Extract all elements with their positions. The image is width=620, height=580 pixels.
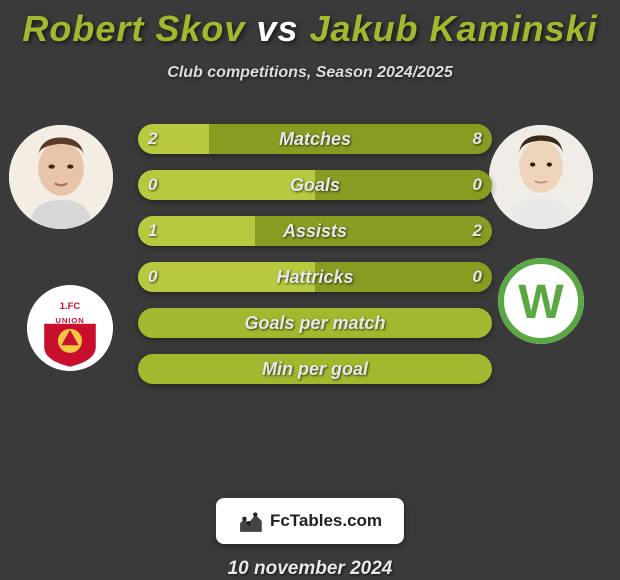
player1-club-logo: 1.FC UNION (27, 285, 113, 371)
bar-fill-left (138, 216, 255, 246)
stat-row: 28Matches (138, 124, 492, 154)
player2-avatar (489, 125, 593, 229)
player2-club-logo: W (498, 258, 584, 344)
chart-icon (238, 508, 264, 534)
player2-name: Jakub Kaminski (310, 8, 598, 49)
chart-area: 1.FC UNION W 28Matches 00Goals 12Assists 00… (0, 110, 620, 580)
bar-fill-right (315, 170, 492, 200)
stat-label: Goals per match (138, 313, 492, 334)
stat-row: 00Hattricks (138, 262, 492, 292)
stat-row: Min per goal (138, 354, 492, 384)
site-badge: FcTables.com (216, 498, 404, 544)
bar-fill-right (209, 124, 492, 154)
bar-fill-right (315, 262, 492, 292)
bar-fill-left (138, 170, 315, 200)
player1-avatar (9, 125, 113, 229)
bar-fill-left (138, 262, 315, 292)
stat-row: 00Goals (138, 170, 492, 200)
vs-text: vs (256, 8, 298, 49)
stat-row: 12Assists (138, 216, 492, 246)
stat-label: Min per goal (138, 359, 492, 380)
comparison-subtitle: Club competitions, Season 2024/2025 (0, 64, 620, 82)
stat-row: Goals per match (138, 308, 492, 338)
player1-name: Robert Skov (22, 8, 245, 49)
bar-fill-left (138, 124, 209, 154)
stat-bars: 28Matches 00Goals 12Assists 00Hattricks Goal… (138, 124, 492, 400)
svg-text:W: W (518, 275, 564, 329)
comparison-title: Robert Skov vs Jakub Kaminski (0, 0, 620, 50)
bar-fill-right (255, 216, 492, 246)
comparison-date: 10 november 2024 (0, 558, 620, 580)
svg-text:1.FC: 1.FC (60, 301, 81, 312)
site-name: FcTables.com (270, 511, 382, 531)
svg-text:UNION: UNION (55, 316, 84, 325)
